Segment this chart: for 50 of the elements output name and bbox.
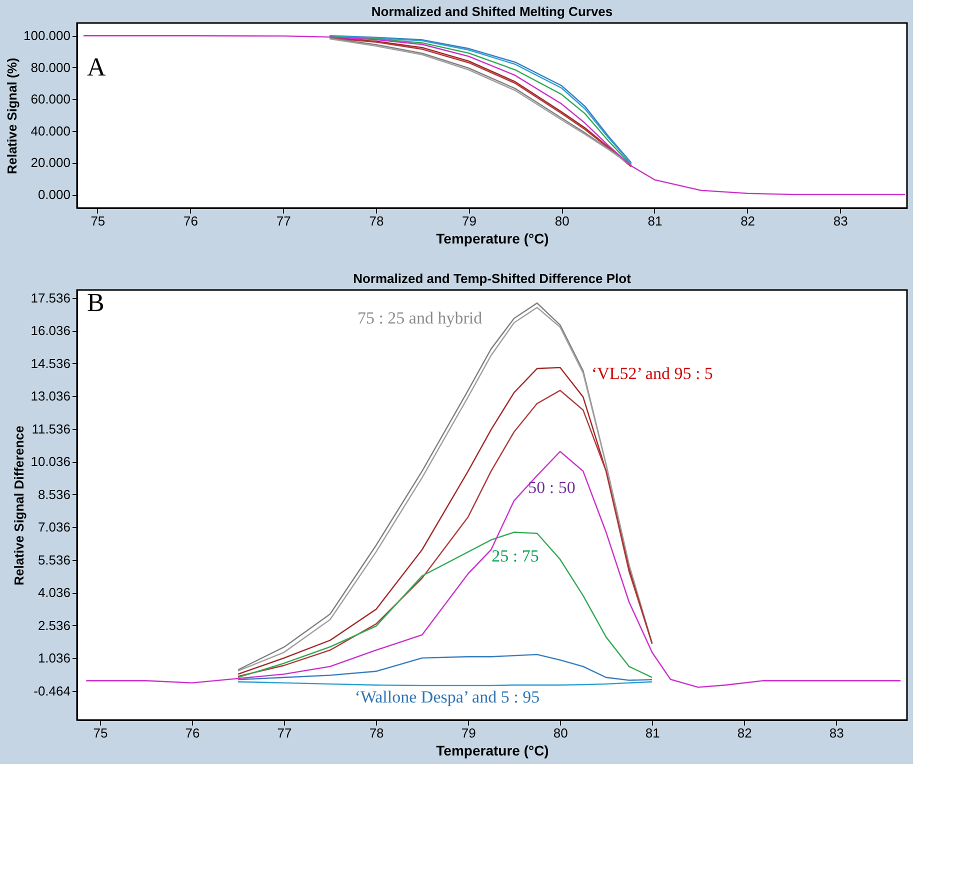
y-tick-label: 4.036 <box>38 585 70 600</box>
y-tick-label: 17.536 <box>30 290 70 306</box>
chart-title: Normalized and Temp-Shifted Difference Plot <box>353 270 632 286</box>
y-tick-label: 13.036 <box>30 388 70 404</box>
y-tick-label: 80.000 <box>30 60 70 75</box>
annotation: 25 : 75 <box>492 546 539 566</box>
x-tick-label: 77 <box>277 726 292 740</box>
x-tick-label: 83 <box>829 726 844 740</box>
x-tick-label: 76 <box>184 214 198 228</box>
x-tick-label: 81 <box>645 726 660 740</box>
y-tick-label: 10.036 <box>30 454 70 470</box>
x-tick-label: 80 <box>553 726 568 740</box>
x-tick-label: 79 <box>461 726 476 740</box>
y-tick-label: 8.536 <box>38 486 70 502</box>
x-tick-label: 75 <box>90 214 106 228</box>
x-tick-label: 82 <box>737 726 752 740</box>
x-tick-label: 78 <box>369 726 384 740</box>
y-tick-label: 11.536 <box>32 421 70 436</box>
x-tick-label: 81 <box>648 214 662 228</box>
y-tick-label: 16.036 <box>30 323 70 338</box>
y-tick-label: 20.000 <box>30 155 70 170</box>
annotation: B <box>86 288 104 317</box>
x-axis-title: Temperature (°C) <box>436 230 549 246</box>
y-axis-title: Relative Signal Difference <box>12 426 27 586</box>
y-tick-label: 2.536 <box>38 618 70 633</box>
y-tick-label: -0.464 <box>34 683 70 698</box>
annotation: A <box>86 52 106 82</box>
y-tick-label: 5.536 <box>38 552 70 568</box>
chart-title: Normalized and Shifted Melting Curves <box>371 4 613 19</box>
x-tick-label: 76 <box>185 726 200 740</box>
y-tick-label: 60.000 <box>30 92 70 107</box>
x-tick-label: 75 <box>93 726 108 740</box>
annotation: 75 : 25 and hybrid <box>357 308 483 328</box>
x-tick-label: 78 <box>369 214 384 228</box>
x-tick-label: 83 <box>833 214 848 228</box>
y-tick-label: 1.036 <box>38 650 70 666</box>
x-axis-title: Temperature (°C) <box>436 742 549 758</box>
annotation: ‘Wallone Despa’ and 5 : 95 <box>354 688 540 707</box>
y-tick-label: 7.036 <box>38 520 70 535</box>
annotation: ‘VL52’ and 95 : 5 <box>591 364 713 383</box>
y-tick-label: 14.536 <box>30 356 70 371</box>
annotation: 50 : 50 <box>528 478 576 497</box>
y-tick-label: 40.000 <box>30 123 70 138</box>
x-tick-label: 82 <box>740 214 756 228</box>
y-axis-title: Relative Signal (%) <box>4 58 20 174</box>
y-tick-label: 0.000 <box>38 187 70 202</box>
x-tick-label: 77 <box>276 214 291 228</box>
x-tick-label: 80 <box>554 214 570 228</box>
y-tick-label: 100.000 <box>24 28 70 44</box>
x-tick-label: 79 <box>462 214 477 228</box>
